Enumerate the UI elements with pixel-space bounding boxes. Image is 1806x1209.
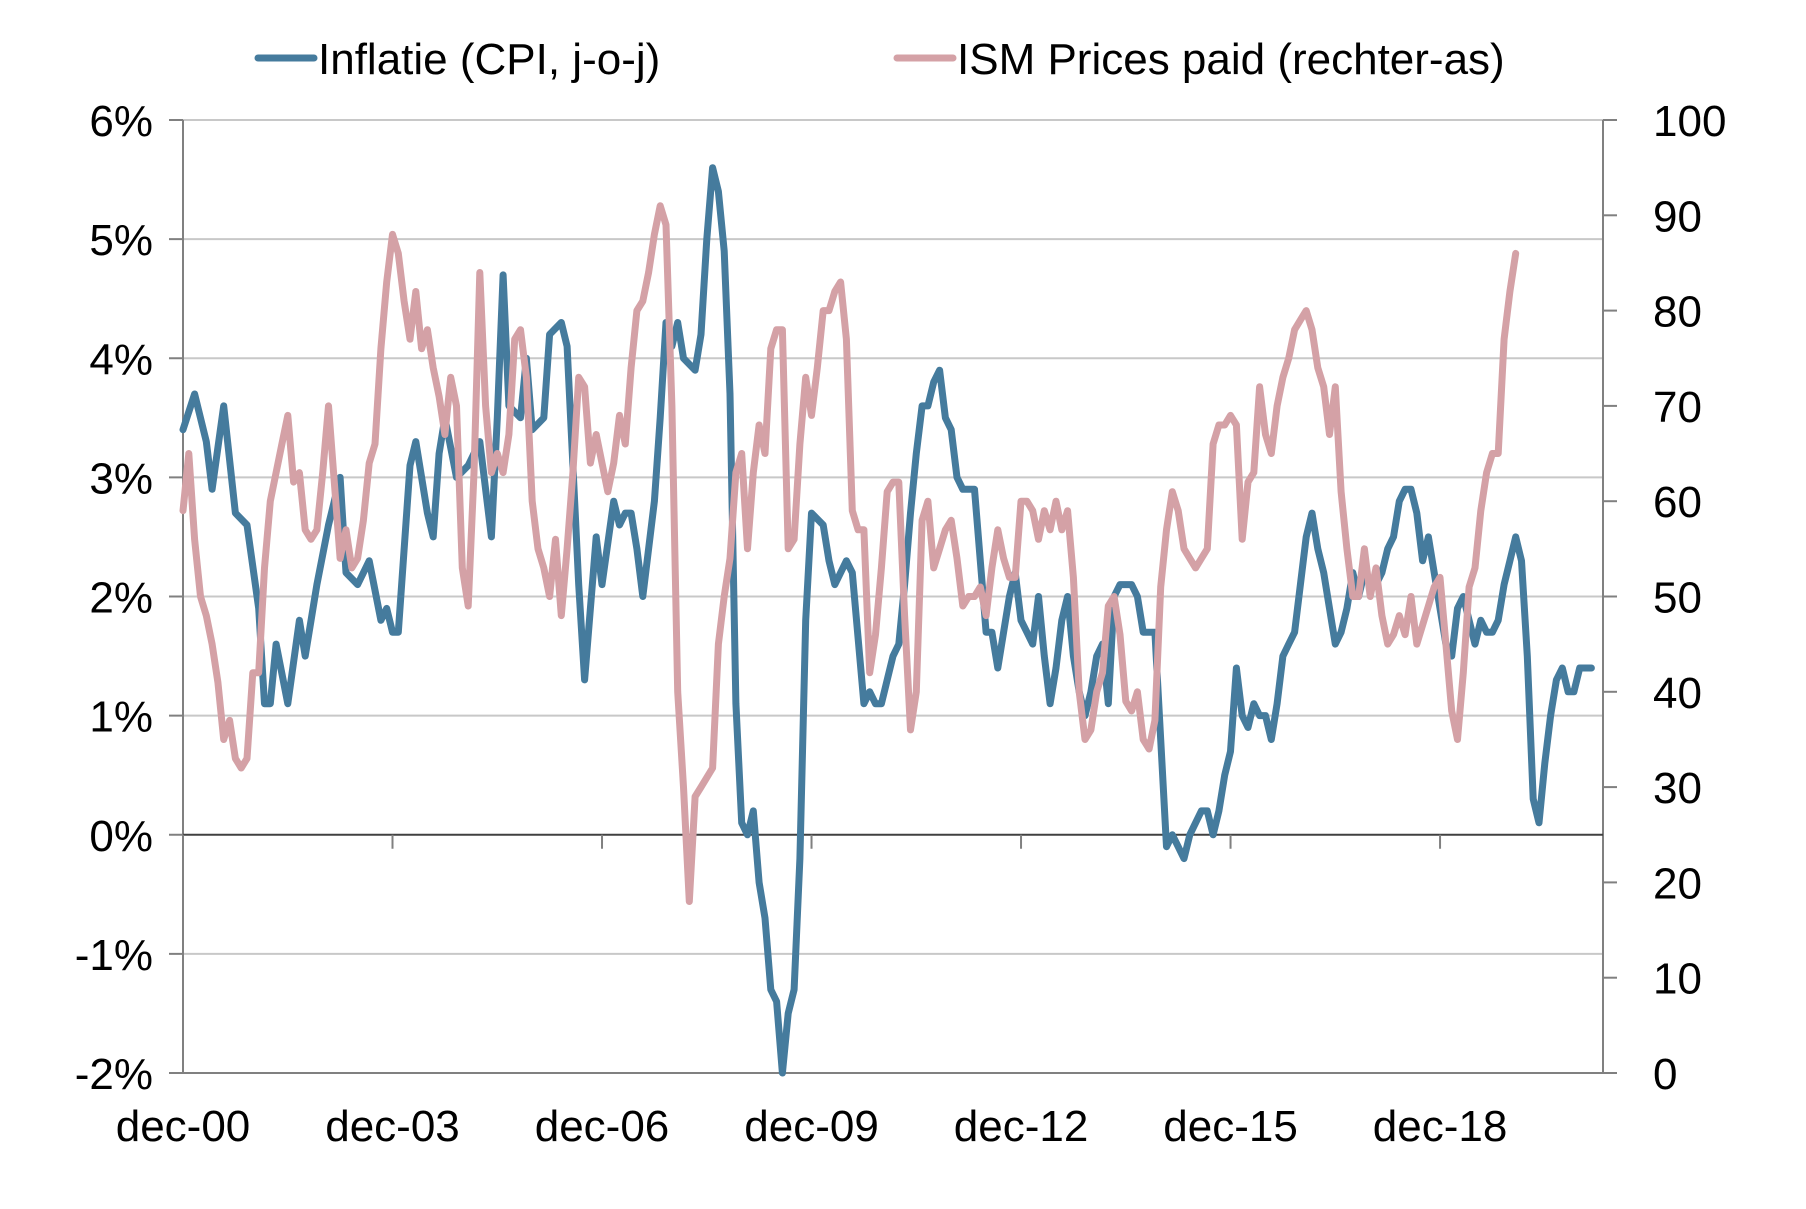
- right-tick-label: 80: [1653, 288, 1702, 337]
- right-tick-label: 70: [1653, 383, 1702, 432]
- x-tick-label: dec-15: [1163, 1102, 1298, 1151]
- legend-label-ism: ISM Prices paid (rechter-as): [957, 35, 1505, 84]
- x-tick-label: dec-09: [744, 1102, 879, 1151]
- right-tick-label: 0: [1653, 1050, 1677, 1099]
- left-tick-label: 4%: [89, 335, 153, 384]
- right-tick-label: 100: [1653, 97, 1726, 146]
- right-tick-label: 90: [1653, 192, 1702, 241]
- left-tick-label: 5%: [89, 216, 153, 265]
- left-tick-label: 6%: [89, 97, 153, 146]
- x-tick-label: dec-18: [1373, 1102, 1508, 1151]
- tick-labels: -2% -1% 0% 1% 2% 3% 4% 5% 6% 0 10 20 30 40 50 60 70 80 90 1…: [75, 97, 1727, 1151]
- left-tick-label: -1%: [75, 931, 153, 980]
- series-lines: [179, 164, 1595, 1077]
- right-tick-label: 40: [1653, 669, 1702, 718]
- left-tick-label: -2%: [75, 1050, 153, 1099]
- axes: [169, 119, 1617, 1074]
- series-line-cpi: [179, 164, 1595, 1077]
- left-tick-label: 1%: [89, 693, 153, 742]
- right-tick-label: 20: [1653, 859, 1702, 908]
- x-tick-label: dec-00: [116, 1102, 251, 1151]
- right-tick-label: 60: [1653, 478, 1702, 527]
- x-tick-label: dec-06: [535, 1102, 670, 1151]
- left-tick-label: 0%: [89, 812, 153, 861]
- right-tick-label: 30: [1653, 764, 1702, 813]
- left-tick-label: 3%: [89, 454, 153, 503]
- left-tick-label: 2%: [89, 574, 153, 623]
- legend: Inflatie (CPI, j-o-j) ISM Prices paid (re…: [254, 35, 1505, 84]
- x-tick-label: dec-03: [325, 1102, 460, 1151]
- x-tick-label: dec-12: [954, 1102, 1089, 1151]
- legend-label-cpi: Inflatie (CPI, j-o-j): [318, 35, 660, 84]
- series-line-ism: [179, 202, 1520, 905]
- right-tick-label: 10: [1653, 955, 1702, 1004]
- right-tick-label: 50: [1653, 574, 1702, 623]
